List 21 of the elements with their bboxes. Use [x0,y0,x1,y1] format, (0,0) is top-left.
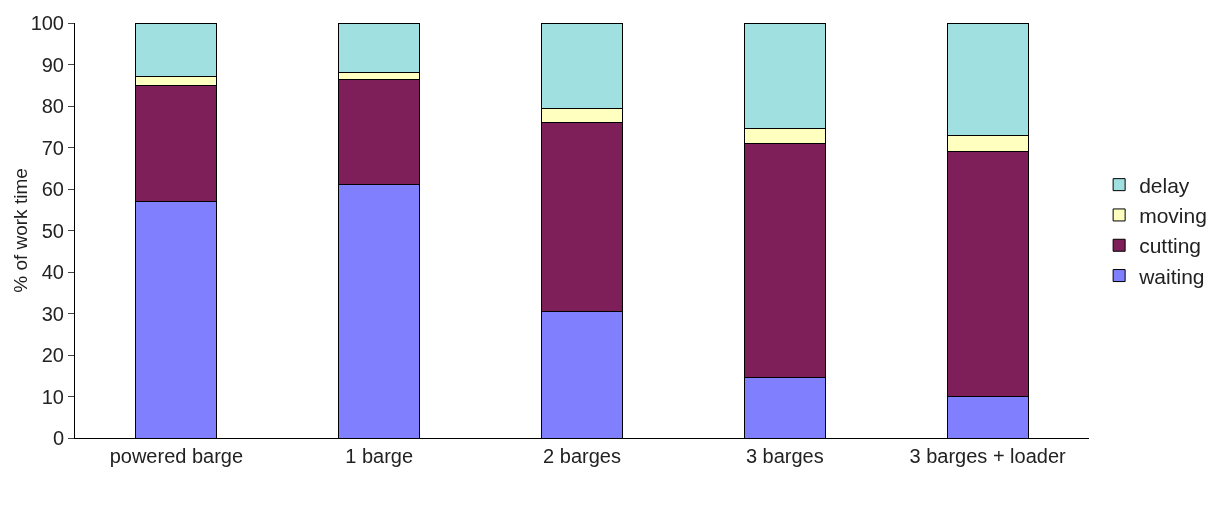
y-tick-label: 20 [41,344,64,366]
y-tick-label: 10 [41,385,64,408]
x-tick-label: 3 barges [745,445,824,467]
y-tick-label: 90 [41,53,64,76]
legend-label: delay [1139,173,1190,197]
legend-label: moving [1139,204,1207,228]
y-axis-title: % of work time [10,168,31,293]
y-tick-label: 70 [41,136,64,159]
y-tick-label: 30 [41,302,64,325]
y-tick-label: 60 [41,178,64,200]
x-tick-label: 2 barges [543,445,621,467]
y-tick-label: 40 [41,261,64,283]
x-tick-label: 1 barge [345,445,414,467]
y-tick-label: 50 [41,219,64,242]
y-tick-label: 100 [30,12,64,34]
x-tick-label: powered barge [109,445,244,467]
y-tick-label: 80 [41,95,64,117]
legend-label: waiting [1138,264,1205,288]
legend-label: cutting [1139,234,1202,258]
x-tick-label: 3 barges + loader [909,445,1067,467]
y-tick-label: 0 [52,427,64,449]
